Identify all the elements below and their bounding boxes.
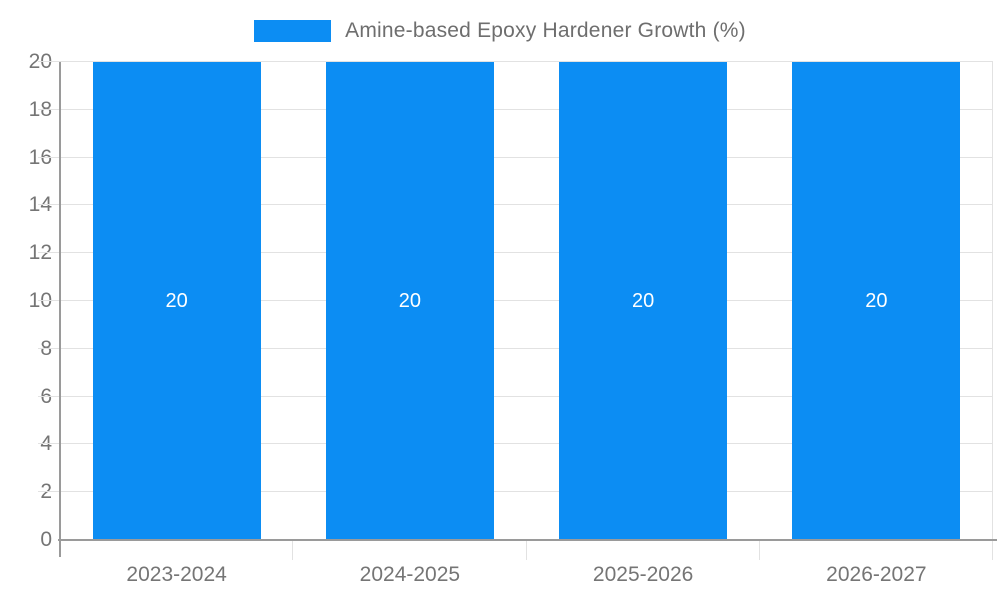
bar[interactable]: 20 xyxy=(792,62,961,540)
bar[interactable]: 20 xyxy=(92,62,261,540)
y-tick-label: 10 xyxy=(28,289,52,312)
y-axis-labels: 0 2 4 6 8 10 12 14 16 18 20 xyxy=(0,50,52,551)
x-tick-label: 2025-2026 xyxy=(592,563,694,586)
gridline xyxy=(38,300,993,301)
plot-area: 20 20 20 20 xyxy=(38,61,997,560)
gridline xyxy=(38,443,993,445)
x-axis-tick xyxy=(992,540,993,560)
bar-value-label: 20 xyxy=(398,289,421,312)
legend[interactable]: Amine-based Epoxy Hardener Growth (%) xyxy=(0,19,1000,43)
x-tick-label: 2026-2027 xyxy=(826,563,927,586)
x-axis-labels: 2023-2024 2024-2025 2025-2026 2026-2027 xyxy=(60,559,993,591)
x-tick-label: 2023-2024 xyxy=(126,563,227,586)
gridline xyxy=(38,108,993,110)
y-tick-label: 2 xyxy=(0,480,52,504)
y-tick-label: 16 xyxy=(28,145,52,169)
legend-label: Amine-based Epoxy Hardener Growth (%) xyxy=(345,19,746,42)
bar[interactable]: 20 xyxy=(325,62,494,540)
bar-value-label: 20 xyxy=(865,289,888,312)
gridline xyxy=(38,252,993,254)
gridline xyxy=(38,204,993,206)
gridline xyxy=(38,156,993,158)
x-axis-tick xyxy=(525,540,527,560)
x-axis-tick xyxy=(758,540,760,560)
x-tick-label: 2024-2025 xyxy=(359,563,461,586)
bar[interactable]: 20 xyxy=(559,62,728,540)
gridline xyxy=(38,347,993,349)
gridline xyxy=(38,61,993,62)
y-tick-label: 18 xyxy=(28,97,52,121)
gridline xyxy=(38,491,993,493)
y-tick-label: 8 xyxy=(0,337,52,361)
bar-value-label: 20 xyxy=(165,289,188,312)
y-tick-label: 6 xyxy=(0,385,52,409)
legend-swatch xyxy=(254,20,332,42)
y-axis-line xyxy=(59,62,61,557)
plot-right-border xyxy=(992,62,993,540)
x-axis-line xyxy=(58,539,997,541)
x-axis-tick xyxy=(292,540,294,560)
y-tick-label: 12 xyxy=(28,241,52,265)
y-tick-label: 0 xyxy=(40,528,52,551)
bar-value-label: 20 xyxy=(631,289,655,312)
gridline xyxy=(38,395,993,397)
y-tick-label: 14 xyxy=(28,193,52,217)
y-tick-label: 4 xyxy=(0,432,52,456)
y-tick-label: 20 xyxy=(28,50,52,73)
